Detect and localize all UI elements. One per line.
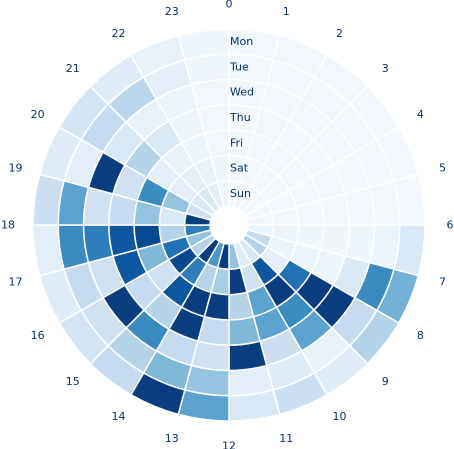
hour-label: 20 — [31, 108, 45, 121]
hour-label: 23 — [165, 5, 179, 18]
heatmap-cell — [108, 224, 139, 258]
day-label: Thu — [229, 111, 251, 124]
hour-label: 19 — [9, 161, 23, 174]
heatmap-cells — [32, 28, 426, 422]
hour-label: 13 — [165, 432, 179, 445]
day-label: Sun — [230, 187, 251, 200]
hour-label: 15 — [66, 375, 80, 388]
hour-label: 11 — [279, 432, 293, 445]
day-label: Sat — [230, 162, 249, 175]
heatmap-cell — [228, 315, 262, 346]
hour-label: 10 — [333, 410, 347, 423]
day-label: Wed — [230, 86, 254, 99]
hour-label: 16 — [31, 329, 45, 342]
hour-label: 9 — [382, 375, 389, 388]
day-label: Mon — [230, 35, 253, 48]
day-label: Fri — [230, 136, 243, 149]
hour-label: 5 — [439, 161, 446, 174]
day-labels: Mon Tue Wed Thu Fri Sat Sun — [229, 35, 254, 200]
hour-label: 8 — [417, 329, 424, 342]
heatmap-cell — [196, 104, 230, 135]
hour-label: 1 — [283, 5, 290, 18]
hour-label: 14 — [112, 410, 126, 423]
hour-label: 12 — [222, 440, 236, 449]
hour-label: 7 — [439, 276, 446, 289]
hour-label: 22 — [112, 27, 126, 40]
hour-label: 17 — [9, 276, 23, 289]
hour-label: 21 — [66, 62, 80, 75]
day-label: Tue — [229, 60, 249, 73]
hour-label: 18 — [1, 219, 15, 232]
hour-label: 2 — [336, 27, 343, 40]
hour-label: 0 — [226, 0, 233, 11]
heatmap-cell — [216, 179, 230, 208]
heatmap-cell — [319, 192, 350, 226]
hour-label: 3 — [382, 62, 389, 75]
hour-label: 6 — [447, 219, 454, 232]
hour-label: 4 — [417, 108, 424, 121]
